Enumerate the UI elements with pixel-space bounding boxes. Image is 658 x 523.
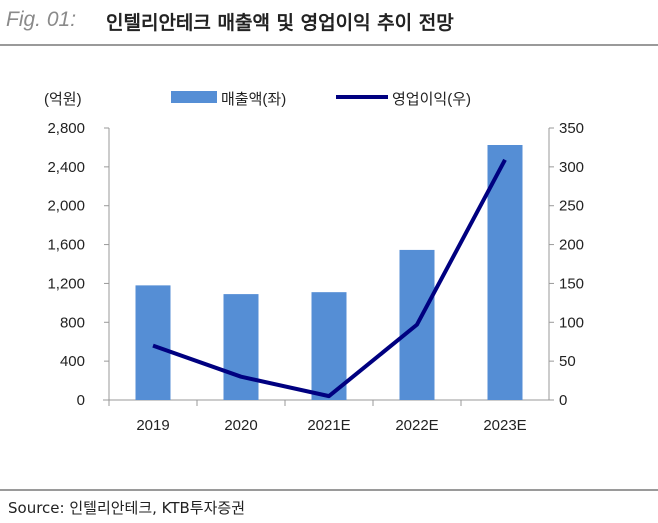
- left-tick-label: 2,800: [47, 120, 85, 137]
- bar-2023E: [487, 145, 523, 400]
- x-tick-label: 2022E: [395, 417, 438, 434]
- legend-bar-swatch: [171, 91, 217, 103]
- bar-2019: [135, 285, 171, 400]
- source-divider: [0, 489, 658, 491]
- right-tick-label: 250: [559, 198, 584, 215]
- source-text: Source: 인텔리안테크, KTB투자증권: [8, 499, 246, 517]
- right-tick-label: 100: [559, 314, 584, 331]
- right-tick-label: 150: [559, 275, 584, 292]
- x-tick-label: 2023E: [483, 417, 526, 434]
- left-tick-label: 2,000: [47, 198, 85, 215]
- x-tick-label: 2021E: [307, 417, 350, 434]
- legend-line-label: 영업이익(우): [392, 91, 471, 108]
- figure-label: Fig. 01:: [6, 8, 77, 31]
- title-divider: [0, 44, 658, 46]
- right-tick-label: 0: [559, 392, 567, 409]
- left-tick-label: 800: [60, 314, 85, 331]
- figure-title: 인텔리안테크 매출액 및 영업이익 추이 전망: [106, 12, 454, 34]
- right-tick-label: 300: [559, 159, 584, 176]
- chart: (억원) 매출액(좌) 영업이익(우) 0 400 800 1,200 1,600 2,0…: [44, 91, 584, 434]
- bar-2020: [223, 294, 259, 400]
- right-tick-label: 50: [559, 353, 576, 370]
- left-tick-label: 1,200: [47, 275, 85, 292]
- legend-bar-label: 매출액(좌): [221, 91, 286, 108]
- legend: 매출액(좌) 영업이익(우): [171, 91, 471, 108]
- right-tick-label: 200: [559, 237, 584, 254]
- unit-label: (억원): [44, 91, 82, 108]
- x-tick-label: 2019: [136, 417, 169, 434]
- x-tick-label: 2020: [224, 417, 257, 434]
- left-tick-label: 1,600: [47, 237, 85, 254]
- left-tick-label: 0: [77, 392, 85, 409]
- left-tick-label: 2,400: [47, 159, 85, 176]
- right-tick-label: 350: [559, 120, 584, 137]
- bar-2021E: [311, 292, 347, 400]
- left-tick-label: 400: [60, 353, 85, 370]
